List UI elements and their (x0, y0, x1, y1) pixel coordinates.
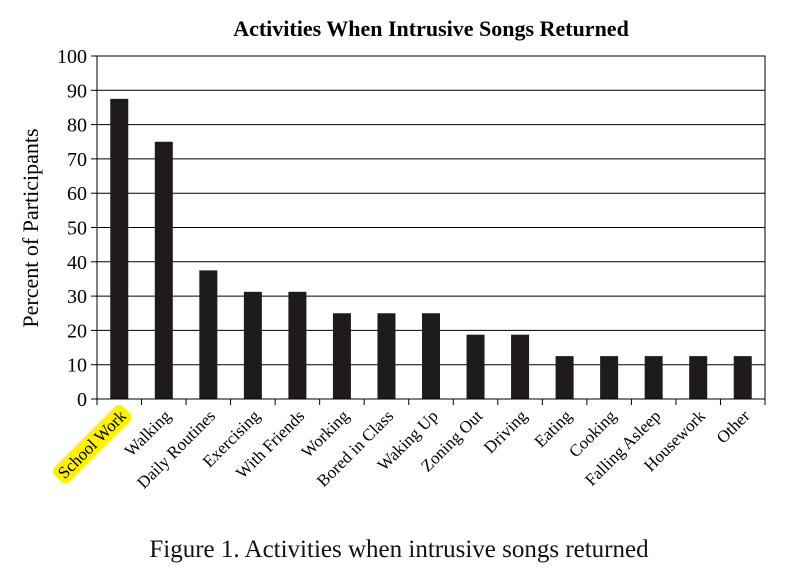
chart-title: Activities When Intrusive Songs Returned (233, 16, 629, 41)
y-tick-label: 50 (67, 218, 87, 240)
bar (332, 313, 351, 399)
bar (600, 356, 619, 399)
y-tick-label: 20 (67, 320, 87, 342)
bar (199, 270, 218, 399)
y-tick-label: 30 (67, 286, 87, 308)
y-tick-label: 80 (67, 115, 87, 137)
y-tick-labels: 0 10 20 30 40 50 60 70 80 90 100 (57, 46, 87, 411)
y-tick-label: 70 (67, 149, 87, 171)
y-axis-label: Percent of Participants (18, 128, 43, 327)
label-highlight (53, 404, 132, 484)
y-tick-label: 60 (67, 183, 87, 205)
figure-caption: Figure 1. Activities when intrusive song… (149, 536, 649, 563)
x-tick-label-group: Other (713, 406, 754, 447)
bar (154, 141, 173, 399)
bar (555, 356, 574, 399)
plot-frame (96, 55, 766, 400)
y-tick-label: 0 (77, 389, 87, 411)
bar (377, 313, 396, 399)
bar (733, 356, 752, 399)
bar (644, 356, 663, 399)
bars (110, 98, 752, 399)
x-tick-label: Driving (480, 406, 531, 457)
bar (466, 334, 485, 399)
x-tick-label: School Work (54, 406, 130, 482)
x-tick-label: Other (713, 406, 754, 447)
bar (422, 313, 440, 399)
x-tick-label-group: School Work (53, 404, 132, 484)
bar (243, 291, 262, 399)
y-tick-label: 10 (67, 355, 87, 377)
bar (110, 98, 129, 399)
bar-chart: Activities When Intrusive Songs Returned… (18, 16, 766, 492)
axes (91, 55, 766, 405)
y-tick-label: 90 (67, 80, 87, 102)
bar (288, 291, 307, 399)
y-tick-label: 40 (67, 252, 87, 274)
bar (511, 334, 530, 399)
x-tick-label-group: Driving (480, 406, 531, 457)
bar (689, 356, 708, 399)
y-tick-label: 100 (57, 46, 87, 68)
